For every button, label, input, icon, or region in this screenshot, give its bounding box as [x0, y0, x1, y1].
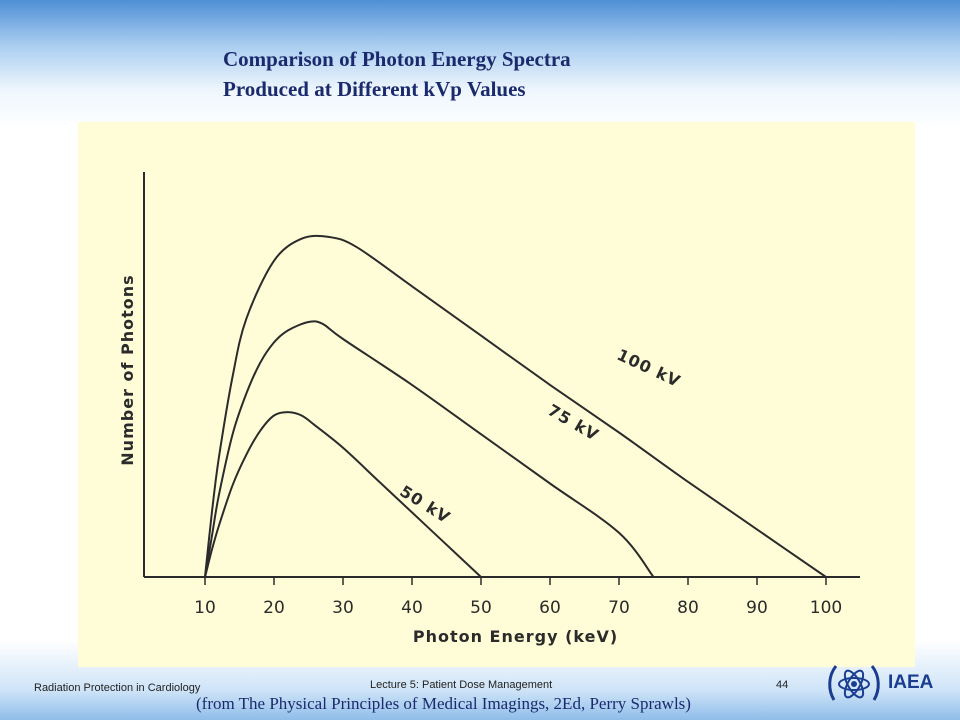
- page-number: 44: [776, 679, 789, 691]
- footer-course: Radiation Protection in Cardiology: [34, 682, 201, 694]
- x-tick-label-20: 20: [263, 598, 285, 618]
- series-label-100-kv: 100 kV: [614, 345, 684, 391]
- x-tick-label-60: 60: [539, 598, 561, 618]
- series-line-75-kv: [204, 320, 655, 578]
- iaea-logo-text: IAEA: [888, 672, 934, 693]
- x-tick-label-70: 70: [608, 598, 630, 618]
- slide-title: Comparison of Photon Energy Spectra Prod…: [223, 44, 571, 104]
- x-tick-label-90: 90: [746, 598, 768, 618]
- series-line-100-kv: [204, 234, 827, 578]
- footer-lecture: Lecture 5: Patient Dose Management: [370, 679, 553, 691]
- series-label-50-kv: 50 kV: [397, 481, 454, 527]
- iaea-logo-icon: [828, 665, 880, 701]
- slide-title-line2: Produced at Different kVp Values: [223, 77, 526, 101]
- series-line-50-kv: [204, 411, 482, 578]
- y-axis-title: Number of Photons: [118, 274, 137, 465]
- series-label-75-kv: 75 kV: [545, 400, 603, 444]
- source-citation: (from The Physical Principles of Medical…: [196, 694, 691, 713]
- x-tick-label-80: 80: [677, 598, 699, 618]
- photon-spectra-chart: 10 20 30 40 50 60 70 80 90 100 Photon Energy (keV)…: [118, 172, 860, 646]
- x-tick-label-40: 40: [401, 598, 423, 618]
- x-tick-label-30: 30: [332, 598, 354, 618]
- x-tick-label-10: 10: [194, 598, 216, 618]
- x-tick-label-100: 100: [810, 598, 842, 618]
- plot-panel: 10 20 30 40 50 60 70 80 90 100 Photon Energy (keV)…: [78, 122, 915, 667]
- slide-title-line1: Comparison of Photon Energy Spectra: [223, 47, 571, 71]
- x-tick-label-50: 50: [470, 598, 492, 618]
- x-axis-title: Photon Energy (keV): [413, 627, 618, 646]
